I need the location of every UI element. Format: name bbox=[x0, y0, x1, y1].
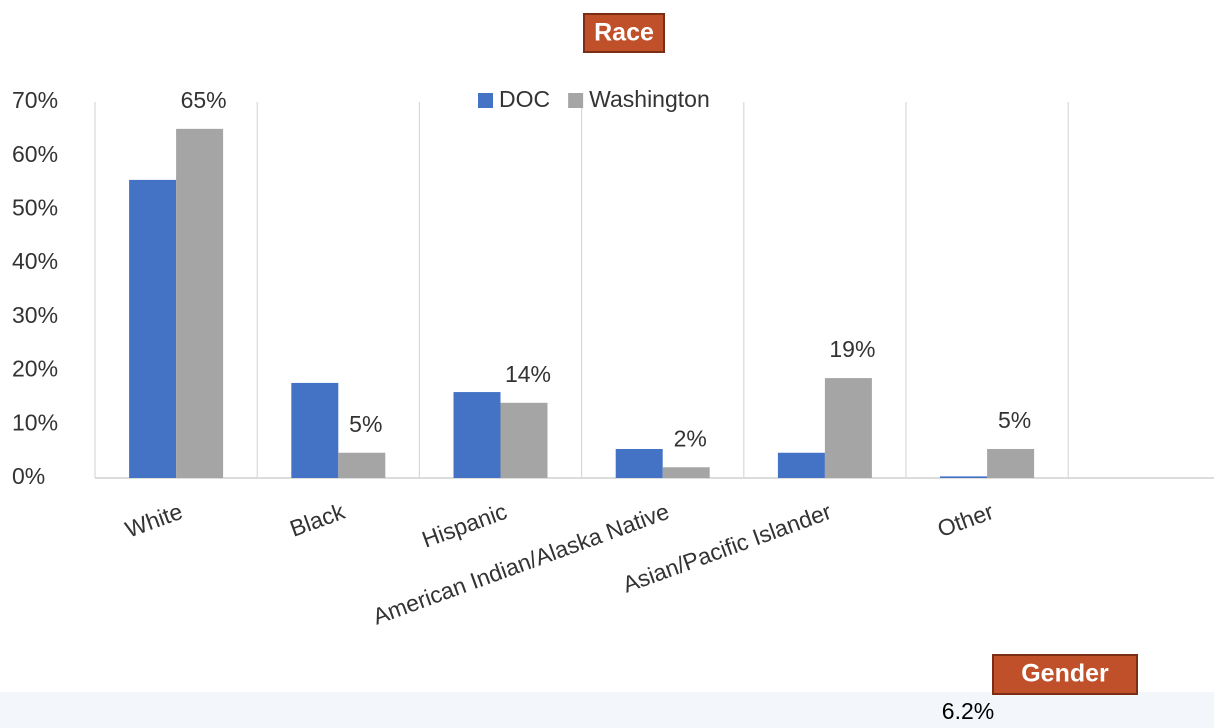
title-box bbox=[583, 13, 665, 53]
bar bbox=[338, 452, 386, 478]
footer-band bbox=[0, 692, 1214, 728]
legend-swatch bbox=[478, 93, 493, 108]
data-label: 5% bbox=[349, 411, 382, 437]
x-tick-label: White bbox=[122, 498, 186, 543]
bar bbox=[824, 378, 872, 478]
bar bbox=[129, 179, 177, 478]
legend-label: DOC bbox=[499, 86, 550, 112]
legend-swatch bbox=[568, 93, 584, 108]
x-tick-label: Other bbox=[934, 498, 997, 542]
y-tick-label: 10% bbox=[12, 409, 58, 435]
bar bbox=[615, 448, 663, 478]
bar bbox=[453, 392, 501, 478]
gender-title: Gender bbox=[1021, 660, 1109, 688]
data-label: 65% bbox=[181, 87, 227, 113]
bar bbox=[987, 448, 1035, 478]
bar bbox=[291, 382, 339, 478]
legend-label: Washington bbox=[589, 86, 710, 112]
data-label: 14% bbox=[505, 361, 551, 387]
x-tick-label: Black bbox=[286, 498, 348, 542]
chart-title: Race bbox=[594, 19, 654, 47]
bar bbox=[777, 452, 825, 478]
bar bbox=[176, 128, 224, 478]
data-label: 2% bbox=[674, 425, 707, 451]
y-tick-label: 20% bbox=[12, 356, 58, 382]
x-tick-label: Hispanic bbox=[418, 498, 510, 553]
y-tick-label: 60% bbox=[12, 141, 58, 167]
gender-value: 6.2% bbox=[942, 698, 994, 724]
gender-box bbox=[992, 654, 1138, 695]
y-tick-label: 30% bbox=[12, 302, 58, 328]
y-tick-label: 50% bbox=[12, 195, 58, 221]
y-tick-label: 70% bbox=[12, 87, 58, 113]
data-label: 19% bbox=[829, 336, 875, 362]
y-tick-label: 0% bbox=[12, 463, 45, 489]
bar bbox=[662, 467, 710, 478]
bar bbox=[940, 476, 988, 478]
data-label: 5% bbox=[998, 407, 1031, 433]
x-tick-label: American Indian/Alaska Native bbox=[369, 498, 672, 630]
y-tick-label: 40% bbox=[12, 248, 58, 274]
bar bbox=[500, 402, 548, 478]
